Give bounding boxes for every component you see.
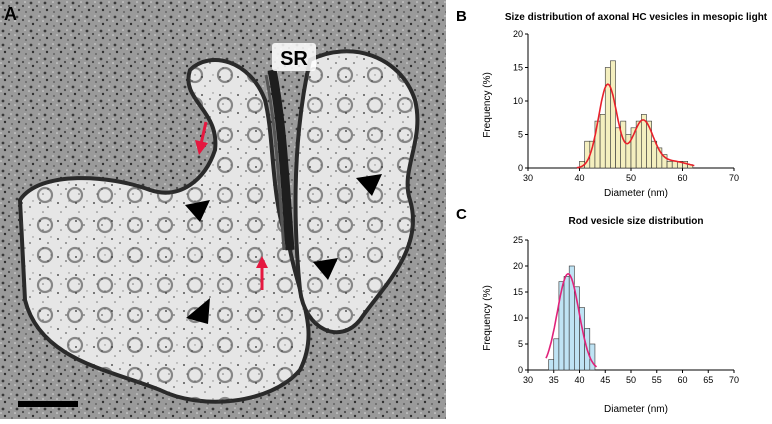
histogram-bar bbox=[558, 281, 565, 371]
micrograph-image: SR bbox=[0, 0, 446, 419]
chart-c-xlabel: Diameter (nm) bbox=[604, 404, 668, 415]
x-tick-label: 55 bbox=[652, 375, 662, 385]
chart-b-ylabel: Frequency (%) bbox=[482, 72, 493, 138]
chart-c-title: Rod vesicle size distribution bbox=[568, 216, 703, 227]
chart-c-ylabel: Frequency (%) bbox=[482, 285, 493, 351]
y-tick-label: 10 bbox=[513, 313, 523, 323]
red-arrow-2 bbox=[256, 256, 268, 290]
x-tick-label: 60 bbox=[677, 375, 687, 385]
x-tick-label: 50 bbox=[626, 375, 636, 385]
x-tick-label: 40 bbox=[574, 173, 584, 183]
histogram-bar bbox=[666, 161, 673, 169]
histogram-bar bbox=[671, 161, 678, 169]
x-tick-label: 45 bbox=[600, 375, 610, 385]
y-tick-label: 5 bbox=[518, 130, 523, 140]
panel-b-letter: B bbox=[456, 8, 467, 25]
histogram-bar bbox=[553, 338, 560, 371]
sr-label: SR bbox=[280, 48, 308, 70]
histogram-bar bbox=[615, 127, 622, 169]
arrowhead-3 bbox=[313, 258, 338, 280]
x-tick-label: 70 bbox=[729, 173, 739, 183]
x-tick-label: 30 bbox=[523, 173, 533, 183]
x-tick-label: 60 bbox=[677, 173, 687, 183]
histogram-b: Size distribution of axonal HC vesicles … bbox=[482, 12, 768, 199]
red-arrow-1 bbox=[195, 121, 208, 155]
y-tick-label: 25 bbox=[513, 235, 523, 245]
x-tick-label: 40 bbox=[574, 375, 584, 385]
histogram-bar bbox=[599, 114, 606, 169]
panel-a-letter: A bbox=[4, 4, 17, 24]
fit-curve bbox=[576, 83, 695, 169]
electron-micrograph: SR A bbox=[0, 0, 446, 419]
arrowhead-4 bbox=[186, 298, 210, 324]
y-tick-label: 10 bbox=[513, 96, 523, 106]
chart-b-xlabel: Diameter (nm) bbox=[604, 188, 668, 199]
y-tick-label: 15 bbox=[513, 63, 523, 73]
x-tick-label: 30 bbox=[523, 375, 533, 385]
charts-area: B C Size distribution of axonal HC vesic… bbox=[446, 0, 772, 419]
histogram-bar bbox=[563, 276, 570, 371]
histogram-bar bbox=[610, 60, 616, 169]
scale-bar bbox=[18, 401, 78, 407]
histogram-bar bbox=[625, 134, 632, 169]
histogram-bar bbox=[620, 120, 627, 169]
histogram-bar bbox=[604, 67, 611, 169]
y-tick-label: 20 bbox=[513, 29, 523, 39]
arrowhead-1 bbox=[185, 200, 210, 222]
arrowhead-2 bbox=[356, 174, 382, 196]
y-tick-label: 0 bbox=[518, 365, 523, 375]
y-tick-label: 0 bbox=[518, 163, 523, 173]
x-tick-label: 50 bbox=[626, 173, 636, 183]
panel-c-letter: C bbox=[456, 206, 467, 223]
x-tick-label: 65 bbox=[703, 375, 713, 385]
synaptic-ribbon bbox=[267, 69, 295, 251]
histogram-c: Rod vesicle size distribution Diameter (… bbox=[482, 216, 739, 415]
x-tick-label: 70 bbox=[729, 375, 739, 385]
chart-b-title: Size distribution of axonal HC vesicles … bbox=[505, 12, 768, 23]
y-tick-label: 5 bbox=[518, 339, 523, 349]
x-tick-label: 35 bbox=[549, 375, 559, 385]
fit-curve bbox=[545, 273, 598, 368]
histogram-bar bbox=[548, 359, 555, 371]
y-tick-label: 15 bbox=[513, 287, 523, 297]
y-tick-label: 20 bbox=[513, 261, 523, 271]
